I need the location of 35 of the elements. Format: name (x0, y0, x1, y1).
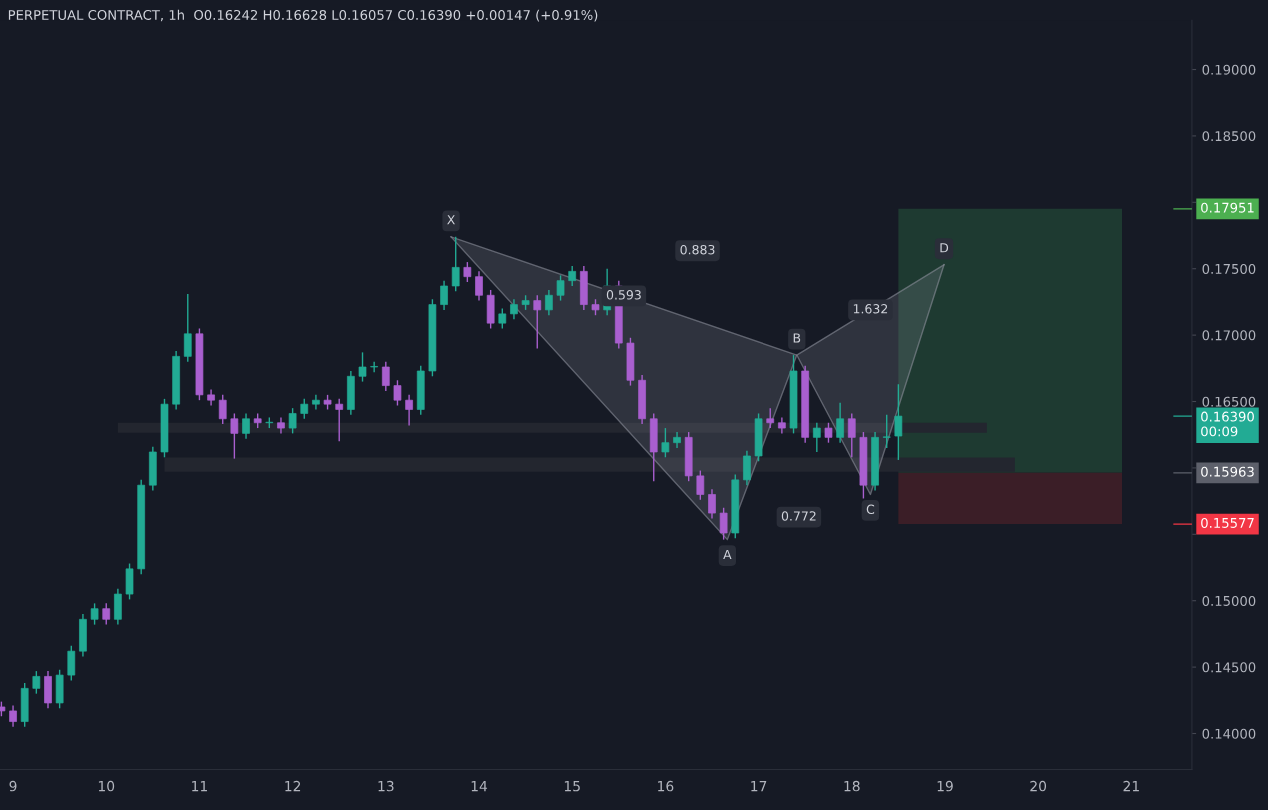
ref-line-label: 0.15577 (1201, 517, 1254, 528)
y-tick-label: 0.19000 (1202, 64, 1256, 75)
y-tick-label: 0.14500 (1202, 662, 1256, 673)
y-tick-label: 0.15000 (1202, 595, 1256, 606)
y-tick-label: 0.17500 (1202, 263, 1256, 274)
annotation: B (793, 333, 801, 343)
y-tick-label: 0.17000 (1202, 330, 1256, 341)
x-tick-label: 9 (9, 780, 17, 792)
x-tick-label: 12 (285, 780, 301, 792)
annotation: C (866, 504, 875, 515)
x-tick-label: 18 (844, 780, 860, 792)
ref-line-label: 0.16390 00:09 (1201, 411, 1254, 437)
annotation: D (940, 243, 949, 253)
x-tick-label: 20 (1030, 780, 1047, 792)
x-tick-label: 14 (471, 781, 488, 792)
chart-title: PERPETUAL CONTRACT, 1h O0.16242 H0.16628 L0.16057 C0.16390 +0.00147 (+0.91%) (8, 9, 598, 22)
x-tick-label: 19 (937, 780, 953, 792)
ref-line-label: 0.17951 (1201, 202, 1254, 213)
x-tick-label: 17 (751, 781, 767, 792)
annotation: 0.883 (680, 244, 715, 255)
annotation: 1.632 (853, 304, 888, 314)
x-tick-label: 10 (98, 780, 115, 792)
ref-line-label: 0.15963 (1201, 466, 1254, 477)
x-tick-label: 13 (378, 780, 394, 792)
x-tick-label: 21 (1123, 780, 1139, 792)
annotation: A (723, 549, 732, 560)
y-tick-label: 0.14000 (1202, 728, 1256, 739)
y-tick-label: 0.18500 (1202, 131, 1256, 142)
x-tick-label: 15 (564, 781, 580, 792)
x-tick-label: 16 (658, 780, 674, 792)
annotation: 0.772 (781, 511, 816, 521)
annotation: 0.593 (606, 290, 641, 300)
y-tick-label: 0.16500 (1202, 396, 1256, 407)
annotation: X (447, 215, 455, 225)
x-tick-label: 11 (192, 781, 207, 792)
